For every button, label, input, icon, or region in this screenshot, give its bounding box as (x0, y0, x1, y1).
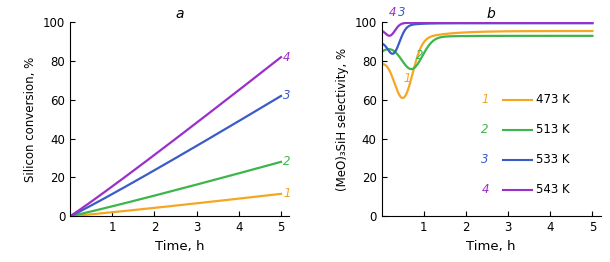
X-axis label: Time, h: Time, h (467, 239, 516, 253)
X-axis label: Time, h: Time, h (155, 239, 204, 253)
Text: 543 K: 543 K (536, 183, 570, 196)
Text: 4: 4 (389, 6, 396, 19)
Text: 1: 1 (481, 93, 489, 106)
Text: 3: 3 (398, 6, 405, 19)
Y-axis label: Silicon conversion, %: Silicon conversion, % (24, 57, 37, 182)
Text: 2: 2 (416, 49, 423, 62)
Y-axis label: (MeO)₃SiH selectivity, %: (MeO)₃SiH selectivity, % (336, 48, 349, 191)
Text: 1: 1 (403, 72, 411, 85)
Text: 473 K: 473 K (536, 93, 570, 106)
Text: 4: 4 (481, 183, 489, 196)
Title: b: b (487, 7, 495, 21)
Text: 4: 4 (283, 51, 290, 64)
Text: 2: 2 (283, 155, 290, 168)
Text: 533 K: 533 K (536, 154, 570, 166)
Title: a: a (176, 7, 184, 21)
Text: 3: 3 (283, 89, 290, 102)
Text: 2: 2 (481, 123, 489, 137)
Text: 1: 1 (283, 187, 290, 200)
Text: 513 K: 513 K (536, 123, 570, 137)
Text: 3: 3 (481, 154, 489, 166)
